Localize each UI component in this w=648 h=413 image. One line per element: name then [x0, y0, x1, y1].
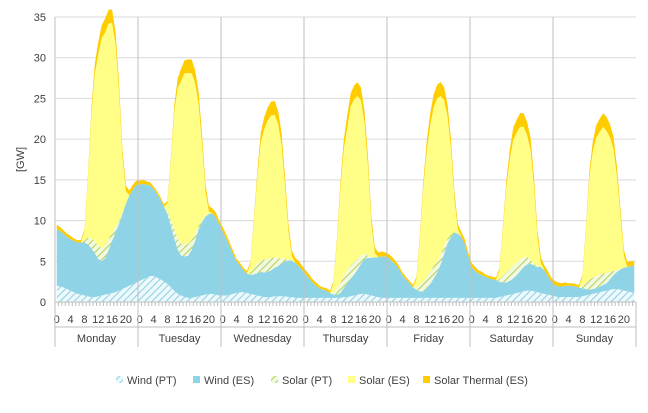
legend-swatch [423, 376, 430, 383]
x-tick-label: 16 [106, 314, 118, 326]
x-tick-label: 4 [566, 314, 572, 326]
x-tick-label: 8 [81, 314, 87, 326]
legend-label: Solar (ES) [359, 375, 410, 387]
x-tick-label: 20 [452, 314, 464, 326]
x-tick-label: 4 [400, 314, 406, 326]
x-tick-label: 20 [535, 314, 547, 326]
series-areas [56, 9, 635, 302]
x-tick-label: 8 [413, 314, 419, 326]
x-tick-label: 12 [175, 314, 187, 326]
y-tick-label: 20 [34, 134, 46, 146]
x-tick-label: 8 [164, 314, 170, 326]
y-tick-label: 30 [34, 53, 46, 65]
y-tick-label: 25 [34, 93, 46, 105]
x-tick-label: 4 [234, 314, 240, 326]
day-label: Sunday [576, 333, 614, 345]
legend-swatch [116, 376, 123, 383]
x-tick-label: 0 [469, 314, 475, 326]
x-tick-label: 4 [317, 314, 323, 326]
x-tick-label: 0 [552, 314, 558, 326]
day-label: Wednesday [234, 333, 292, 345]
x-tick-label: 20 [203, 314, 215, 326]
x-tick-label: 8 [247, 314, 253, 326]
legend-label: Solar Thermal (ES) [434, 375, 528, 387]
x-tick-label: 0 [220, 314, 226, 326]
series-area-solar-es [56, 22, 635, 294]
x-tick-label: 0 [54, 314, 60, 326]
legend-label: Solar (PT) [282, 375, 332, 387]
x-tick-label: 0 [137, 314, 143, 326]
x-tick-label: 12 [341, 314, 353, 326]
day-label: Tuesday [159, 333, 201, 345]
x-tick-label: 16 [438, 314, 450, 326]
x-tick-label: 20 [618, 314, 630, 326]
day-label: Thursday [323, 333, 369, 345]
y-tick-label: 15 [34, 175, 46, 187]
x-tick-label: 20 [120, 314, 132, 326]
y-tick-label: 10 [34, 216, 46, 228]
x-tick-label: 12 [258, 314, 270, 326]
x-tick-label: 16 [521, 314, 533, 326]
legend-label: Wind (PT) [127, 375, 177, 387]
x-tick-label: 16 [272, 314, 284, 326]
x-tick-label: 8 [330, 314, 336, 326]
x-tick-label: 12 [92, 314, 104, 326]
x-tick-label: 0 [386, 314, 392, 326]
y-axis-label: [GW] [15, 147, 27, 172]
x-tick-label: 4 [151, 314, 157, 326]
series-area-wind-pt [56, 275, 635, 302]
day-label: Monday [77, 333, 117, 345]
day-label: Friday [413, 333, 444, 345]
x-tick-label: 16 [355, 314, 367, 326]
legend-swatch [271, 376, 278, 383]
x-tick-label: 8 [579, 314, 585, 326]
day-label: Saturday [489, 333, 534, 345]
y-tick-label: 0 [40, 297, 46, 309]
x-tick-label: 0 [303, 314, 309, 326]
x-tick-label: 12 [590, 314, 602, 326]
x-tick-label: 12 [424, 314, 436, 326]
legend-label: Wind (ES) [204, 375, 254, 387]
x-tick-label: 4 [483, 314, 489, 326]
legend-swatch [348, 376, 355, 383]
x-tick-label: 16 [604, 314, 616, 326]
legend: Wind (PT) Wind (ES) Solar (PT) Solar (ES) So… [116, 375, 528, 387]
x-tick-label: 8 [496, 314, 502, 326]
x-tick-label: 20 [369, 314, 381, 326]
series-area-wind-es [56, 183, 635, 298]
y-tick-label: 35 [34, 12, 46, 24]
x-tick-label: 16 [189, 314, 201, 326]
x-tick-label: 20 [286, 314, 298, 326]
y-tick-label: 5 [40, 256, 46, 268]
legend-swatch [193, 376, 200, 383]
x-tick-label: 12 [507, 314, 519, 326]
x-tick-label: 4 [68, 314, 74, 326]
